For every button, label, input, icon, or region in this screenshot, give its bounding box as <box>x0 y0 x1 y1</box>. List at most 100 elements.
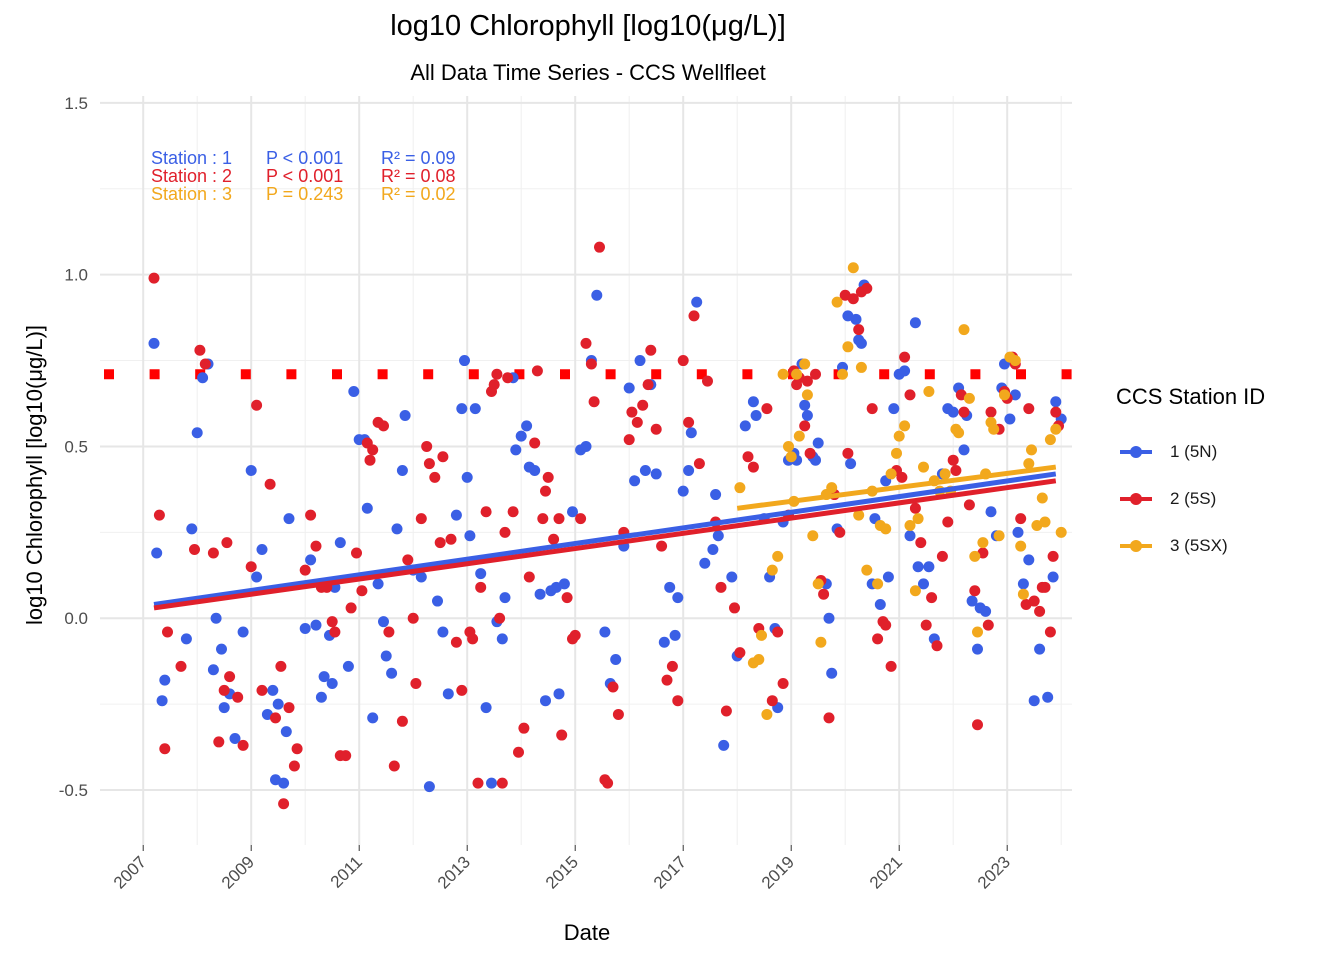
data-point-station-1 <box>909 317 921 329</box>
data-point-station-3 <box>761 708 773 720</box>
data-point-station-3 <box>993 530 1005 542</box>
data-point-station-3 <box>939 468 951 480</box>
data-point-station-1 <box>283 513 295 525</box>
data-point-station-3 <box>837 368 848 380</box>
data-point-station-3 <box>904 519 916 531</box>
data-point-station-1 <box>1050 396 1062 408</box>
data-point-station-1 <box>610 653 622 665</box>
data-point-station-3 <box>1026 444 1037 456</box>
data-point-station-2 <box>896 471 908 483</box>
data-point-station-1 <box>207 664 219 676</box>
data-point-station-3 <box>801 389 813 401</box>
data-point-station-3 <box>893 430 905 442</box>
annotation-r-squared: R² = 0.09 <box>381 148 456 168</box>
data-point-station-2 <box>456 684 468 696</box>
data-point-station-2 <box>450 636 462 648</box>
data-point-station-2 <box>529 437 541 449</box>
data-point-station-1 <box>229 732 241 744</box>
data-point-station-1 <box>553 688 565 700</box>
data-point-station-2 <box>513 746 524 758</box>
data-point-station-3 <box>963 392 975 404</box>
data-point-station-2 <box>958 406 970 418</box>
data-point-station-1 <box>278 777 290 789</box>
data-point-station-1 <box>469 403 481 415</box>
data-point-station-2 <box>1039 581 1051 593</box>
data-point-station-1 <box>882 571 894 583</box>
data-point-station-1 <box>334 537 346 549</box>
data-point-station-2 <box>950 465 962 476</box>
stat-annotations: Station : 1 P < 0.001 R² = 0.09 Station : 2… <box>151 148 456 204</box>
x-tick-label: 2009 <box>218 852 258 892</box>
data-point-station-2 <box>915 537 927 549</box>
data-point-station-2 <box>650 423 662 435</box>
data-point-station-2 <box>153 509 165 521</box>
data-point-station-2 <box>693 458 705 470</box>
legend-label: 3 (5SX) <box>1170 535 1228 555</box>
data-point-station-1 <box>912 561 924 573</box>
data-point-station-3 <box>953 427 965 439</box>
data-point-station-2 <box>561 592 573 604</box>
data-point-station-2 <box>982 619 994 631</box>
data-point-station-1 <box>432 595 443 607</box>
data-point-station-2 <box>909 502 921 514</box>
data-point-station-2 <box>931 640 943 652</box>
data-point-station-3 <box>885 468 897 480</box>
x-tick-label: 2021 <box>866 852 906 892</box>
data-point-station-3 <box>1055 526 1067 538</box>
data-point-station-2 <box>388 760 400 772</box>
data-point-station-2 <box>275 660 287 672</box>
data-point-station-2 <box>199 358 211 370</box>
data-point-station-2 <box>947 454 959 466</box>
data-point-station-1 <box>650 468 662 480</box>
data-point-station-1 <box>315 691 327 703</box>
data-point-station-1 <box>251 571 263 583</box>
data-point-station-1 <box>985 506 997 518</box>
data-point-station-2 <box>575 513 587 525</box>
data-point-station-2 <box>972 719 983 731</box>
data-point-station-3 <box>791 368 803 380</box>
data-point-station-1 <box>712 530 724 542</box>
legend: CCS Station ID 1 (5N) 2 (5S) 3 (5SX) <box>1116 384 1265 569</box>
data-point-station-3 <box>988 423 1000 435</box>
data-point-station-2 <box>437 451 449 463</box>
chart-subtitle: All Data Time Series - CCS Wellfleet <box>410 60 766 85</box>
y-tick-label: 1.5 <box>64 94 88 113</box>
data-point-station-1 <box>677 485 689 497</box>
data-point-station-2 <box>423 458 435 470</box>
data-point-station-3 <box>861 564 873 576</box>
data-point-station-1 <box>305 554 317 566</box>
annotation-station: Station : 1 <box>151 148 232 168</box>
data-point-station-1 <box>318 671 330 683</box>
data-point-station-2 <box>688 310 700 322</box>
annotation-station: Station : 3 <box>151 184 232 204</box>
data-point-station-2 <box>866 403 878 415</box>
data-point-station-2 <box>556 729 568 741</box>
data-point-station-1 <box>159 674 171 686</box>
data-point-station-2 <box>502 372 514 384</box>
data-point-station-2 <box>326 616 338 628</box>
data-point-station-1 <box>1042 691 1054 703</box>
data-point-station-2 <box>237 739 249 751</box>
data-point-station-2 <box>715 581 727 593</box>
data-point-station-2 <box>364 454 376 466</box>
data-point-station-1 <box>459 355 470 367</box>
data-point-station-2 <box>612 708 624 720</box>
data-point-station-2 <box>677 355 689 367</box>
data-point-station-1 <box>707 544 719 556</box>
data-point-station-2 <box>742 451 754 463</box>
data-point-station-3 <box>807 530 819 542</box>
data-point-station-2 <box>626 406 638 418</box>
data-point-station-1 <box>310 619 322 631</box>
data-point-station-2 <box>772 626 784 638</box>
data-point-station-3 <box>772 550 784 562</box>
data-point-station-3 <box>1044 434 1056 446</box>
data-point-station-1 <box>888 403 900 415</box>
data-point-station-2 <box>899 351 911 363</box>
data-point-station-2 <box>491 368 503 380</box>
data-point-station-1 <box>499 592 511 604</box>
data-point-station-2 <box>148 272 160 284</box>
data-point-station-1 <box>874 598 886 610</box>
data-point-station-2 <box>518 722 530 734</box>
data-point-station-1 <box>1004 413 1016 425</box>
data-point-station-1 <box>685 427 697 439</box>
